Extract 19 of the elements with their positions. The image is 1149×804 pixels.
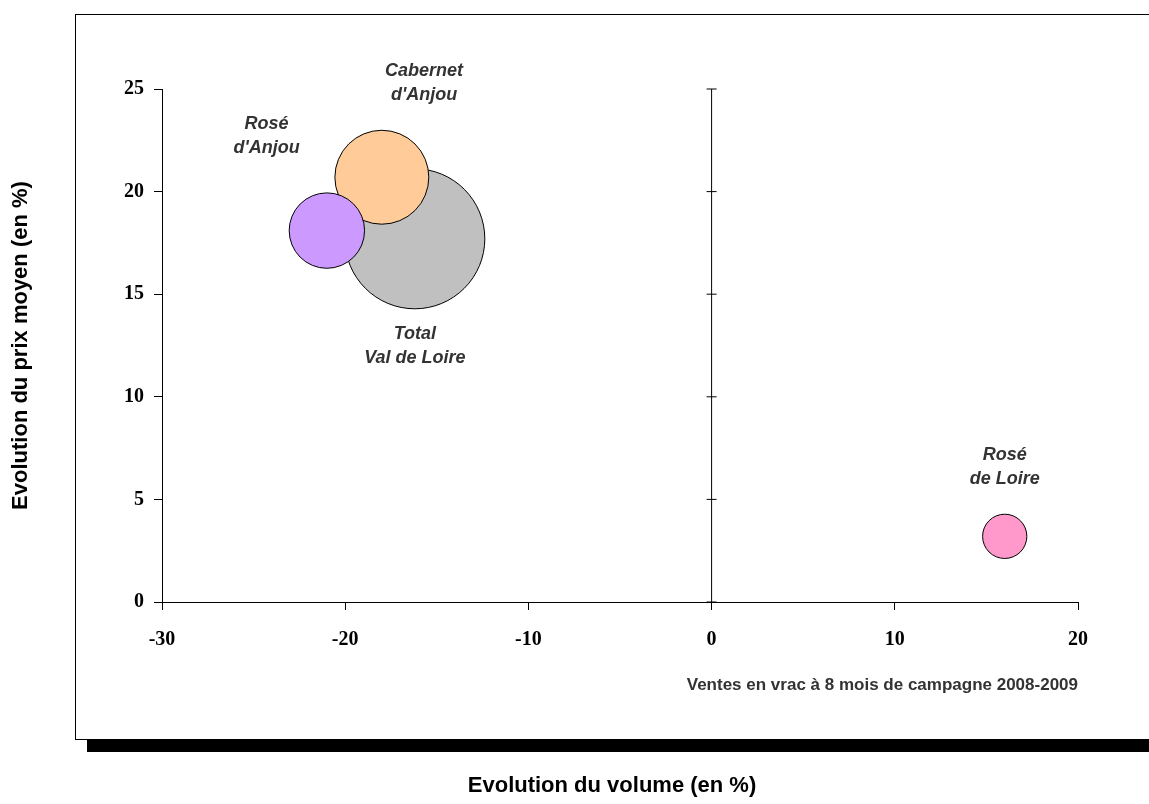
text: Evolution du volume (en %) xyxy=(467,772,757,797)
y-tick-label: 25 xyxy=(124,76,144,99)
y-tick-label: 5 xyxy=(134,486,144,509)
x-tick-label: 0 xyxy=(706,627,717,650)
text: Ventes en vrac à 8 mois de campagne 2008-2009 xyxy=(686,675,1078,694)
x-tick-label: 20 xyxy=(1068,627,1088,650)
text: Rosé d'Anjou xyxy=(233,112,300,157)
y-tick-label: 10 xyxy=(124,383,144,406)
x-tick-label: 10 xyxy=(884,627,905,650)
series-label: Total Val de Loire xyxy=(364,322,466,367)
y-axis-title: Evolution du prix moyen (en %) xyxy=(7,181,33,510)
series-label: Cabernet d'Anjou xyxy=(385,60,465,105)
y-tick-label: 0 xyxy=(134,589,144,612)
text: Rosé de Loire xyxy=(969,444,1040,489)
x-tick-label: -20 xyxy=(331,627,359,650)
x-tick-label: -30 xyxy=(148,627,176,650)
x-tick-label: -10 xyxy=(515,627,542,650)
y-tick-label: 20 xyxy=(124,178,144,201)
y-tick-label: 15 xyxy=(124,281,144,304)
